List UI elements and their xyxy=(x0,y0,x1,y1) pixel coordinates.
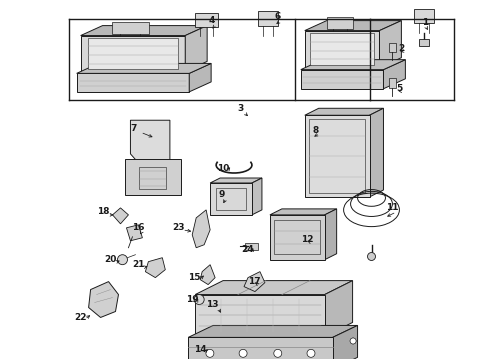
Polygon shape xyxy=(185,26,207,71)
Circle shape xyxy=(206,349,214,357)
Text: 8: 8 xyxy=(313,126,319,135)
Polygon shape xyxy=(126,225,143,241)
Polygon shape xyxy=(188,337,333,360)
Text: 15: 15 xyxy=(188,273,200,282)
Polygon shape xyxy=(252,178,262,215)
Polygon shape xyxy=(301,60,405,69)
Polygon shape xyxy=(390,42,396,53)
Polygon shape xyxy=(88,38,178,69)
Text: 2: 2 xyxy=(398,44,405,53)
Text: 10: 10 xyxy=(217,163,229,172)
Polygon shape xyxy=(390,78,396,88)
Text: 13: 13 xyxy=(206,300,219,309)
Polygon shape xyxy=(310,33,374,66)
Polygon shape xyxy=(125,159,181,195)
Polygon shape xyxy=(76,73,189,92)
Circle shape xyxy=(368,252,375,261)
Text: 3: 3 xyxy=(237,104,243,113)
Polygon shape xyxy=(189,63,211,92)
Polygon shape xyxy=(325,209,337,260)
Polygon shape xyxy=(415,9,434,23)
Polygon shape xyxy=(419,39,429,45)
Polygon shape xyxy=(195,280,353,294)
Polygon shape xyxy=(146,258,165,278)
Circle shape xyxy=(350,338,356,344)
Polygon shape xyxy=(195,13,218,27)
Text: 11: 11 xyxy=(386,203,399,212)
Polygon shape xyxy=(301,69,384,89)
Polygon shape xyxy=(200,265,215,285)
Text: 1: 1 xyxy=(422,18,428,27)
Text: 20: 20 xyxy=(104,255,117,264)
Polygon shape xyxy=(379,21,401,68)
Text: 21: 21 xyxy=(132,260,145,269)
Polygon shape xyxy=(210,183,252,215)
Polygon shape xyxy=(369,108,384,197)
Polygon shape xyxy=(333,325,358,360)
Text: 24: 24 xyxy=(242,245,254,254)
Circle shape xyxy=(274,349,282,357)
Text: 4: 4 xyxy=(209,16,215,25)
Circle shape xyxy=(239,349,247,357)
Polygon shape xyxy=(384,60,405,89)
Text: 12: 12 xyxy=(301,235,314,244)
Text: 19: 19 xyxy=(186,295,198,304)
Polygon shape xyxy=(327,17,353,28)
Circle shape xyxy=(307,349,315,357)
Polygon shape xyxy=(245,243,258,250)
Polygon shape xyxy=(89,282,119,318)
Polygon shape xyxy=(305,31,379,68)
Polygon shape xyxy=(113,208,128,224)
Circle shape xyxy=(350,338,356,344)
Polygon shape xyxy=(258,11,278,26)
Text: 6: 6 xyxy=(275,12,281,21)
Circle shape xyxy=(194,294,204,305)
Text: 5: 5 xyxy=(396,84,402,93)
Polygon shape xyxy=(188,325,358,337)
Polygon shape xyxy=(305,21,401,31)
Polygon shape xyxy=(112,22,148,33)
Text: 18: 18 xyxy=(98,207,110,216)
Polygon shape xyxy=(81,36,185,71)
Polygon shape xyxy=(325,280,353,336)
Polygon shape xyxy=(305,115,369,197)
Polygon shape xyxy=(195,294,325,336)
Text: 22: 22 xyxy=(74,313,87,322)
Polygon shape xyxy=(130,120,170,163)
Text: 9: 9 xyxy=(219,190,225,199)
Circle shape xyxy=(118,255,127,265)
Text: 7: 7 xyxy=(130,124,137,133)
Polygon shape xyxy=(270,209,337,215)
Polygon shape xyxy=(244,272,265,292)
Text: 17: 17 xyxy=(247,277,260,286)
Polygon shape xyxy=(270,215,325,260)
Polygon shape xyxy=(210,178,262,183)
Polygon shape xyxy=(192,210,210,248)
Text: 23: 23 xyxy=(172,223,185,232)
Polygon shape xyxy=(81,26,207,36)
Polygon shape xyxy=(305,108,384,115)
Text: 14: 14 xyxy=(194,345,206,354)
Polygon shape xyxy=(76,63,211,73)
Text: 16: 16 xyxy=(132,223,145,232)
